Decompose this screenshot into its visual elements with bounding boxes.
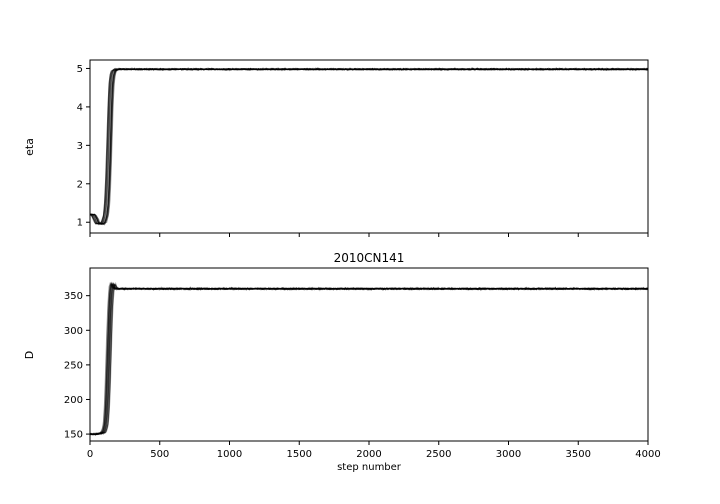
y-tick-label: 150 [64,430,83,441]
walker-trace-line [89,283,649,436]
walker-trace-line [89,67,649,225]
walker-trace-line [89,67,649,226]
walker-trace-line [89,67,649,226]
y-tick-label: 4 [77,102,83,113]
eta-traces [89,66,649,226]
walker-trace-line [89,67,649,226]
y-tick-label: 2 [77,179,83,190]
walker-trace-line [89,282,649,436]
eta-x-ticks [89,233,649,237]
walker-trace-line [89,67,649,225]
walker-trace-line [89,284,649,436]
walker-trace-line [89,281,649,436]
walker-trace-line [89,67,649,225]
eta-trace-panel: 1 2 3 4 5 eta [23,59,649,237]
x-tick-label: 1000 [217,449,242,460]
x-tick-label: 1500 [287,449,312,460]
y-tick-label: 250 [64,360,83,371]
walker-trace-line [89,283,649,436]
x-tick-label: 2000 [356,449,381,460]
walker-trace-line [89,67,649,225]
walker-trace-line [89,282,649,436]
y-tick-label: 5 [77,64,83,75]
walker-trace-line [89,283,649,436]
walker-trace-line [89,67,648,225]
d-x-ticks: 0 500 1000 1500 2000 2500 3000 3500 4000 [87,441,661,460]
x-tick-label: 2500 [426,449,451,460]
walker-trace-line [89,67,649,225]
walker-trace-line [89,284,649,436]
walker-trace-line [89,67,649,225]
walker-trace-line [89,282,649,436]
walker-trace-line [89,67,649,225]
walker-trace-line [89,68,649,225]
y-tick-label: 350 [64,291,83,302]
walker-trace-line [89,282,648,436]
walker-trace-line [89,66,649,225]
d-panel-title: 2010CN141 [334,251,405,265]
walker-trace-line [89,67,649,225]
walker-trace-line [89,284,649,436]
walker-trace-line [89,67,649,225]
eta-y-ticks: 1 2 3 4 5 [77,64,90,229]
x-tick-label: 4000 [635,449,660,460]
d-y-ticks: 150 200 250 300 350 [64,291,90,441]
d-traces [89,281,649,436]
eta-y-axis-label: eta [23,138,36,156]
x-tick-label: 500 [150,449,169,460]
d-trace-panel: 0 500 1000 1500 2000 2500 3000 3500 4000 150 200 2… [23,251,661,473]
walker-trace-line [89,282,649,436]
walker-trace-line [89,283,649,436]
walker-trace-line [89,283,649,436]
walker-trace-line [89,67,649,225]
walker-trace-line [89,281,649,436]
walker-trace-line [89,67,649,225]
y-tick-label: 1 [77,218,83,229]
y-tick-label: 3 [77,141,83,152]
x-tick-label: 0 [87,449,93,460]
walker-trace-line [89,67,649,225]
walker-trace-line [89,283,648,436]
y-tick-label: 200 [64,395,83,406]
walker-trace-line [89,281,649,436]
walker-trace-line [89,67,649,225]
walker-trace-line [89,67,649,226]
walker-trace-line [90,282,649,436]
y-tick-label: 300 [64,326,83,337]
x-axis-label: step number [337,462,402,473]
walker-trace-line [89,281,649,435]
x-tick-label: 3000 [496,449,521,460]
x-tick-label: 3500 [566,449,591,460]
walker-trace-line [89,281,649,436]
d-y-axis-label: D [23,351,36,359]
